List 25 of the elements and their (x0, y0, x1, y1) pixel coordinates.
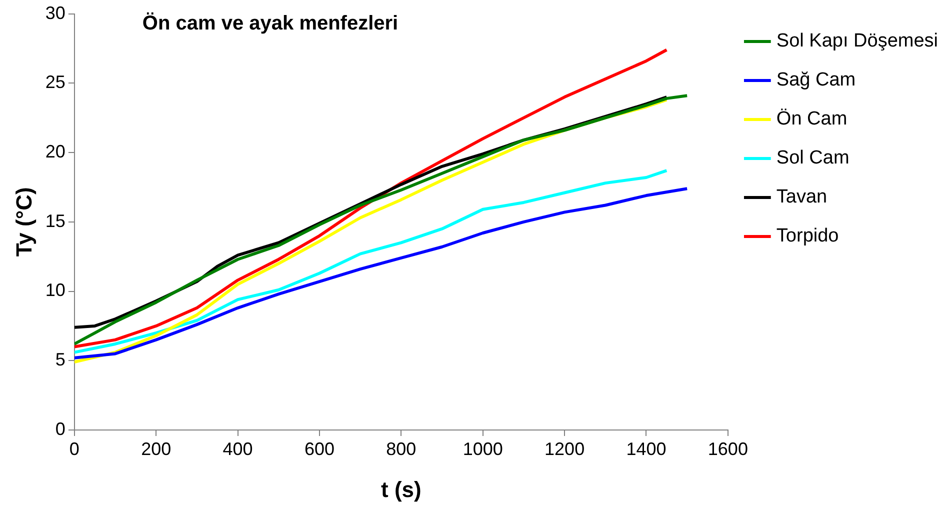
x-axis-title: t (s) (381, 476, 422, 502)
y-tick-label: 20 (45, 142, 66, 162)
x-tick-label: 1400 (626, 438, 666, 459)
legend-label: Sol Kapı Döşemesi (776, 30, 938, 52)
x-tick-label: 600 (304, 438, 335, 459)
x-tick-label: 800 (386, 438, 416, 459)
x-tick-label: 1000 (462, 438, 503, 459)
y-tick-label: 15 (45, 210, 66, 231)
x-tick-label: 1600 (708, 438, 748, 459)
legend-label: Sağ Cam (776, 70, 856, 91)
y-tick-label: 25 (45, 72, 66, 92)
legend-label: Tavan (776, 186, 828, 208)
legend-label: Sol Cam (776, 148, 850, 169)
legend-label: Torpido (776, 226, 839, 247)
x-tick-label: 200 (141, 438, 172, 459)
y-tick-label: 30 (45, 2, 66, 23)
chart-title: Ön cam ve ayak menfezleri (142, 11, 398, 34)
y-tick-label: 5 (55, 350, 66, 370)
y-axis-title: Ty (°C) (11, 187, 36, 257)
legend-label: Ön Cam (776, 108, 848, 130)
y-tick-label: 0 (55, 418, 66, 439)
x-tick-label: 400 (222, 438, 253, 459)
x-tick-label: 1200 (544, 438, 585, 459)
x-tick-label: 0 (69, 438, 80, 459)
y-tick-label: 10 (45, 280, 66, 300)
